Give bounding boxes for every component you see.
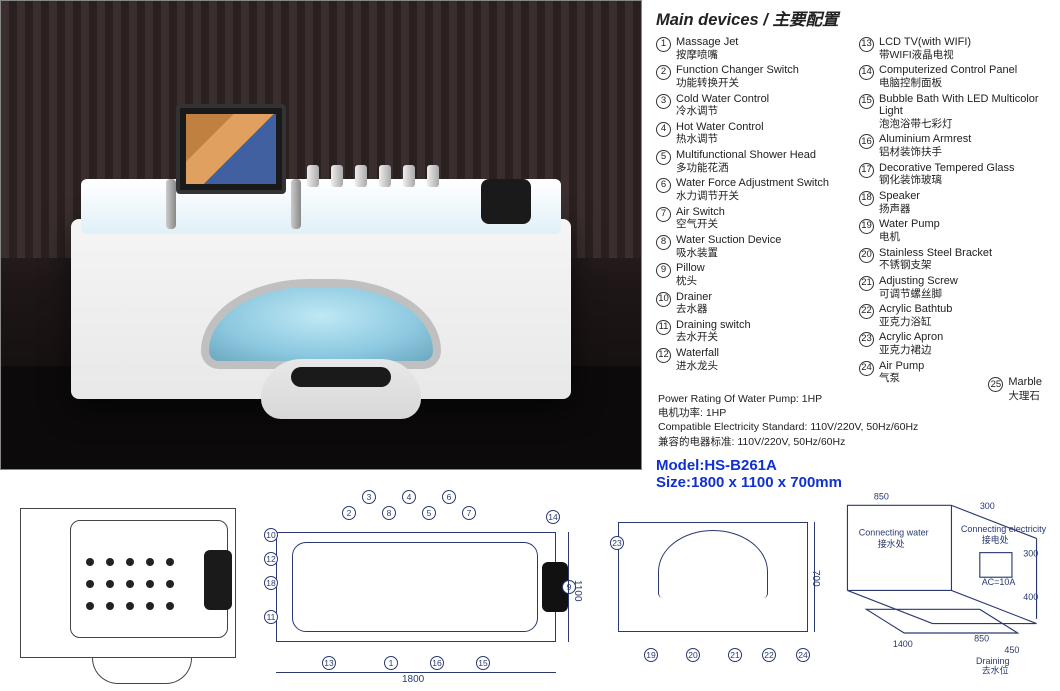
device-item: 19Water Pump电机 — [859, 218, 1050, 243]
device-item: 10Drainer去水器 — [656, 291, 847, 316]
device-number: 7 — [656, 207, 671, 222]
device-item: 16Aluminium Armrest铝材装饰扶手 — [859, 133, 1050, 158]
device-number: 20 — [859, 248, 874, 263]
device-item: 13LCD TV(with WIFI)带WIFI液晶电视 — [859, 36, 1050, 61]
device-number: 1 — [656, 37, 671, 52]
callout-number: 4 — [402, 490, 416, 504]
device-number: 18 — [859, 191, 874, 206]
device-item: 12Waterfall进水龙头 — [656, 347, 847, 372]
svg-text:Connecting electricity: Connecting electricity — [961, 524, 1046, 534]
model-line: Model:HS-B261A — [656, 457, 1050, 474]
device-item: 6Water Force Adjustment Switch水力调节开关 — [656, 177, 847, 202]
product-photo — [0, 0, 642, 470]
device-number: 9 — [656, 263, 671, 278]
device-number: 24 — [859, 361, 874, 376]
technical-diagrams: 10 12 18 11 13 1 16 15 14 9 1800 1100 23… — [0, 470, 1060, 688]
device-item: 15Bubble Bath With LED Multicolor Light泡… — [859, 93, 1050, 131]
svg-text:去水位: 去水位 — [982, 665, 1009, 676]
device-number: 6 — [656, 178, 671, 193]
device-item: 8Water Suction Device吸水装置 — [656, 234, 847, 259]
device-item: 21Adjusting Screw可调节螺丝脚 — [859, 275, 1050, 300]
device-list-left: 1Massage Jet按摩喷嘴 2Function Changer Switch… — [656, 36, 847, 388]
device-number: 2 — [656, 65, 671, 80]
diagram-front: 23 19 20 21 22 24 700 — [610, 480, 820, 682]
callout-number: 3 — [362, 490, 376, 504]
device-number: 4 — [656, 122, 671, 137]
callout-number: 6 — [442, 490, 456, 504]
device-number: 10 — [656, 292, 671, 307]
spec-panel: Main devices / 主要配置 1Massage Jet按摩喷嘴 2Fun… — [642, 0, 1060, 470]
svg-text:AC=10A: AC=10A — [982, 577, 1016, 587]
dim-height: 700 — [810, 570, 821, 587]
device-number: 8 — [656, 235, 671, 250]
diagram-plan: 10 12 18 11 13 1 16 15 14 9 1800 1100 23… — [262, 480, 592, 682]
device-number: 16 — [859, 134, 874, 149]
svg-text:Connecting water: Connecting water — [859, 528, 929, 538]
device-item: 4Hot Water Control热水调节 — [656, 121, 847, 146]
device-item: 17Decorative Tempered Glass钢化装饰玻璃 — [859, 162, 1050, 187]
device-item: 2Function Changer Switch功能转换开关 — [656, 64, 847, 89]
callout-number: 8 — [382, 506, 396, 520]
device-item: 3Cold Water Control冷水调节 — [656, 93, 847, 118]
device-number: 21 — [859, 276, 874, 291]
device-number: 17 — [859, 163, 874, 178]
device-item: 20Stainless Steel Bracket不锈钢支架 — [859, 247, 1050, 272]
device-number: 22 — [859, 304, 874, 319]
svg-text:450: 450 — [1004, 645, 1019, 655]
device-item: 7Air Switch空气开关 — [656, 206, 847, 231]
svg-text:850: 850 — [974, 634, 989, 644]
dim-depth: 1100 — [572, 580, 583, 602]
device-number: 3 — [656, 94, 671, 109]
svg-text:接水处: 接水处 — [878, 538, 905, 549]
tv-icon — [176, 104, 286, 194]
svg-text:Draining: Draining — [976, 656, 1009, 666]
device-number: 15 — [859, 94, 874, 109]
callout-number: 5 — [422, 506, 436, 520]
svg-text:400: 400 — [1023, 592, 1038, 602]
dim-width: 1800 — [402, 674, 424, 685]
svg-text:300: 300 — [1023, 548, 1038, 558]
diagram-install: 850 300 300 400 1400 850 450 Connecting … — [838, 480, 1046, 682]
device-item: 5Multifunctional Shower Head多功能花洒 — [656, 149, 847, 174]
diagram-photo-topview — [14, 480, 244, 682]
device-number: 13 — [859, 37, 874, 52]
spec-title: Main devices / 主要配置 — [656, 6, 1050, 30]
device-item: 18Speaker扬声器 — [859, 190, 1050, 215]
device-item-25: 25 Marble大理石 — [988, 376, 1042, 403]
device-item: 9Pillow枕头 — [656, 262, 847, 287]
svg-text:1400: 1400 — [893, 639, 913, 649]
device-item: 11Draining switch去水开关 — [656, 319, 847, 344]
device-number: 23 — [859, 332, 874, 347]
device-item: 22Acrylic Bathtub亚克力浴缸 — [859, 303, 1050, 328]
svg-text:接电处: 接电处 — [982, 534, 1009, 545]
device-number: 12 — [656, 348, 671, 363]
svg-text:300: 300 — [980, 501, 995, 511]
device-item: 23Acrylic Apron亚克力裙边 — [859, 331, 1050, 356]
device-number: 5 — [656, 150, 671, 165]
device-item: 1Massage Jet按摩喷嘴 — [656, 36, 847, 61]
device-number: 11 — [656, 320, 671, 335]
svg-text:850: 850 — [874, 492, 889, 502]
device-number: 14 — [859, 65, 874, 80]
device-number: 19 — [859, 219, 874, 234]
device-item: 14Computerized Control Panel电脑控制面板 — [859, 64, 1050, 89]
callout-number: 7 — [462, 506, 476, 520]
callout-number: 2 — [342, 506, 356, 520]
device-list-right: 13LCD TV(with WIFI)带WIFI液晶电视 14Computeriz… — [859, 36, 1050, 388]
